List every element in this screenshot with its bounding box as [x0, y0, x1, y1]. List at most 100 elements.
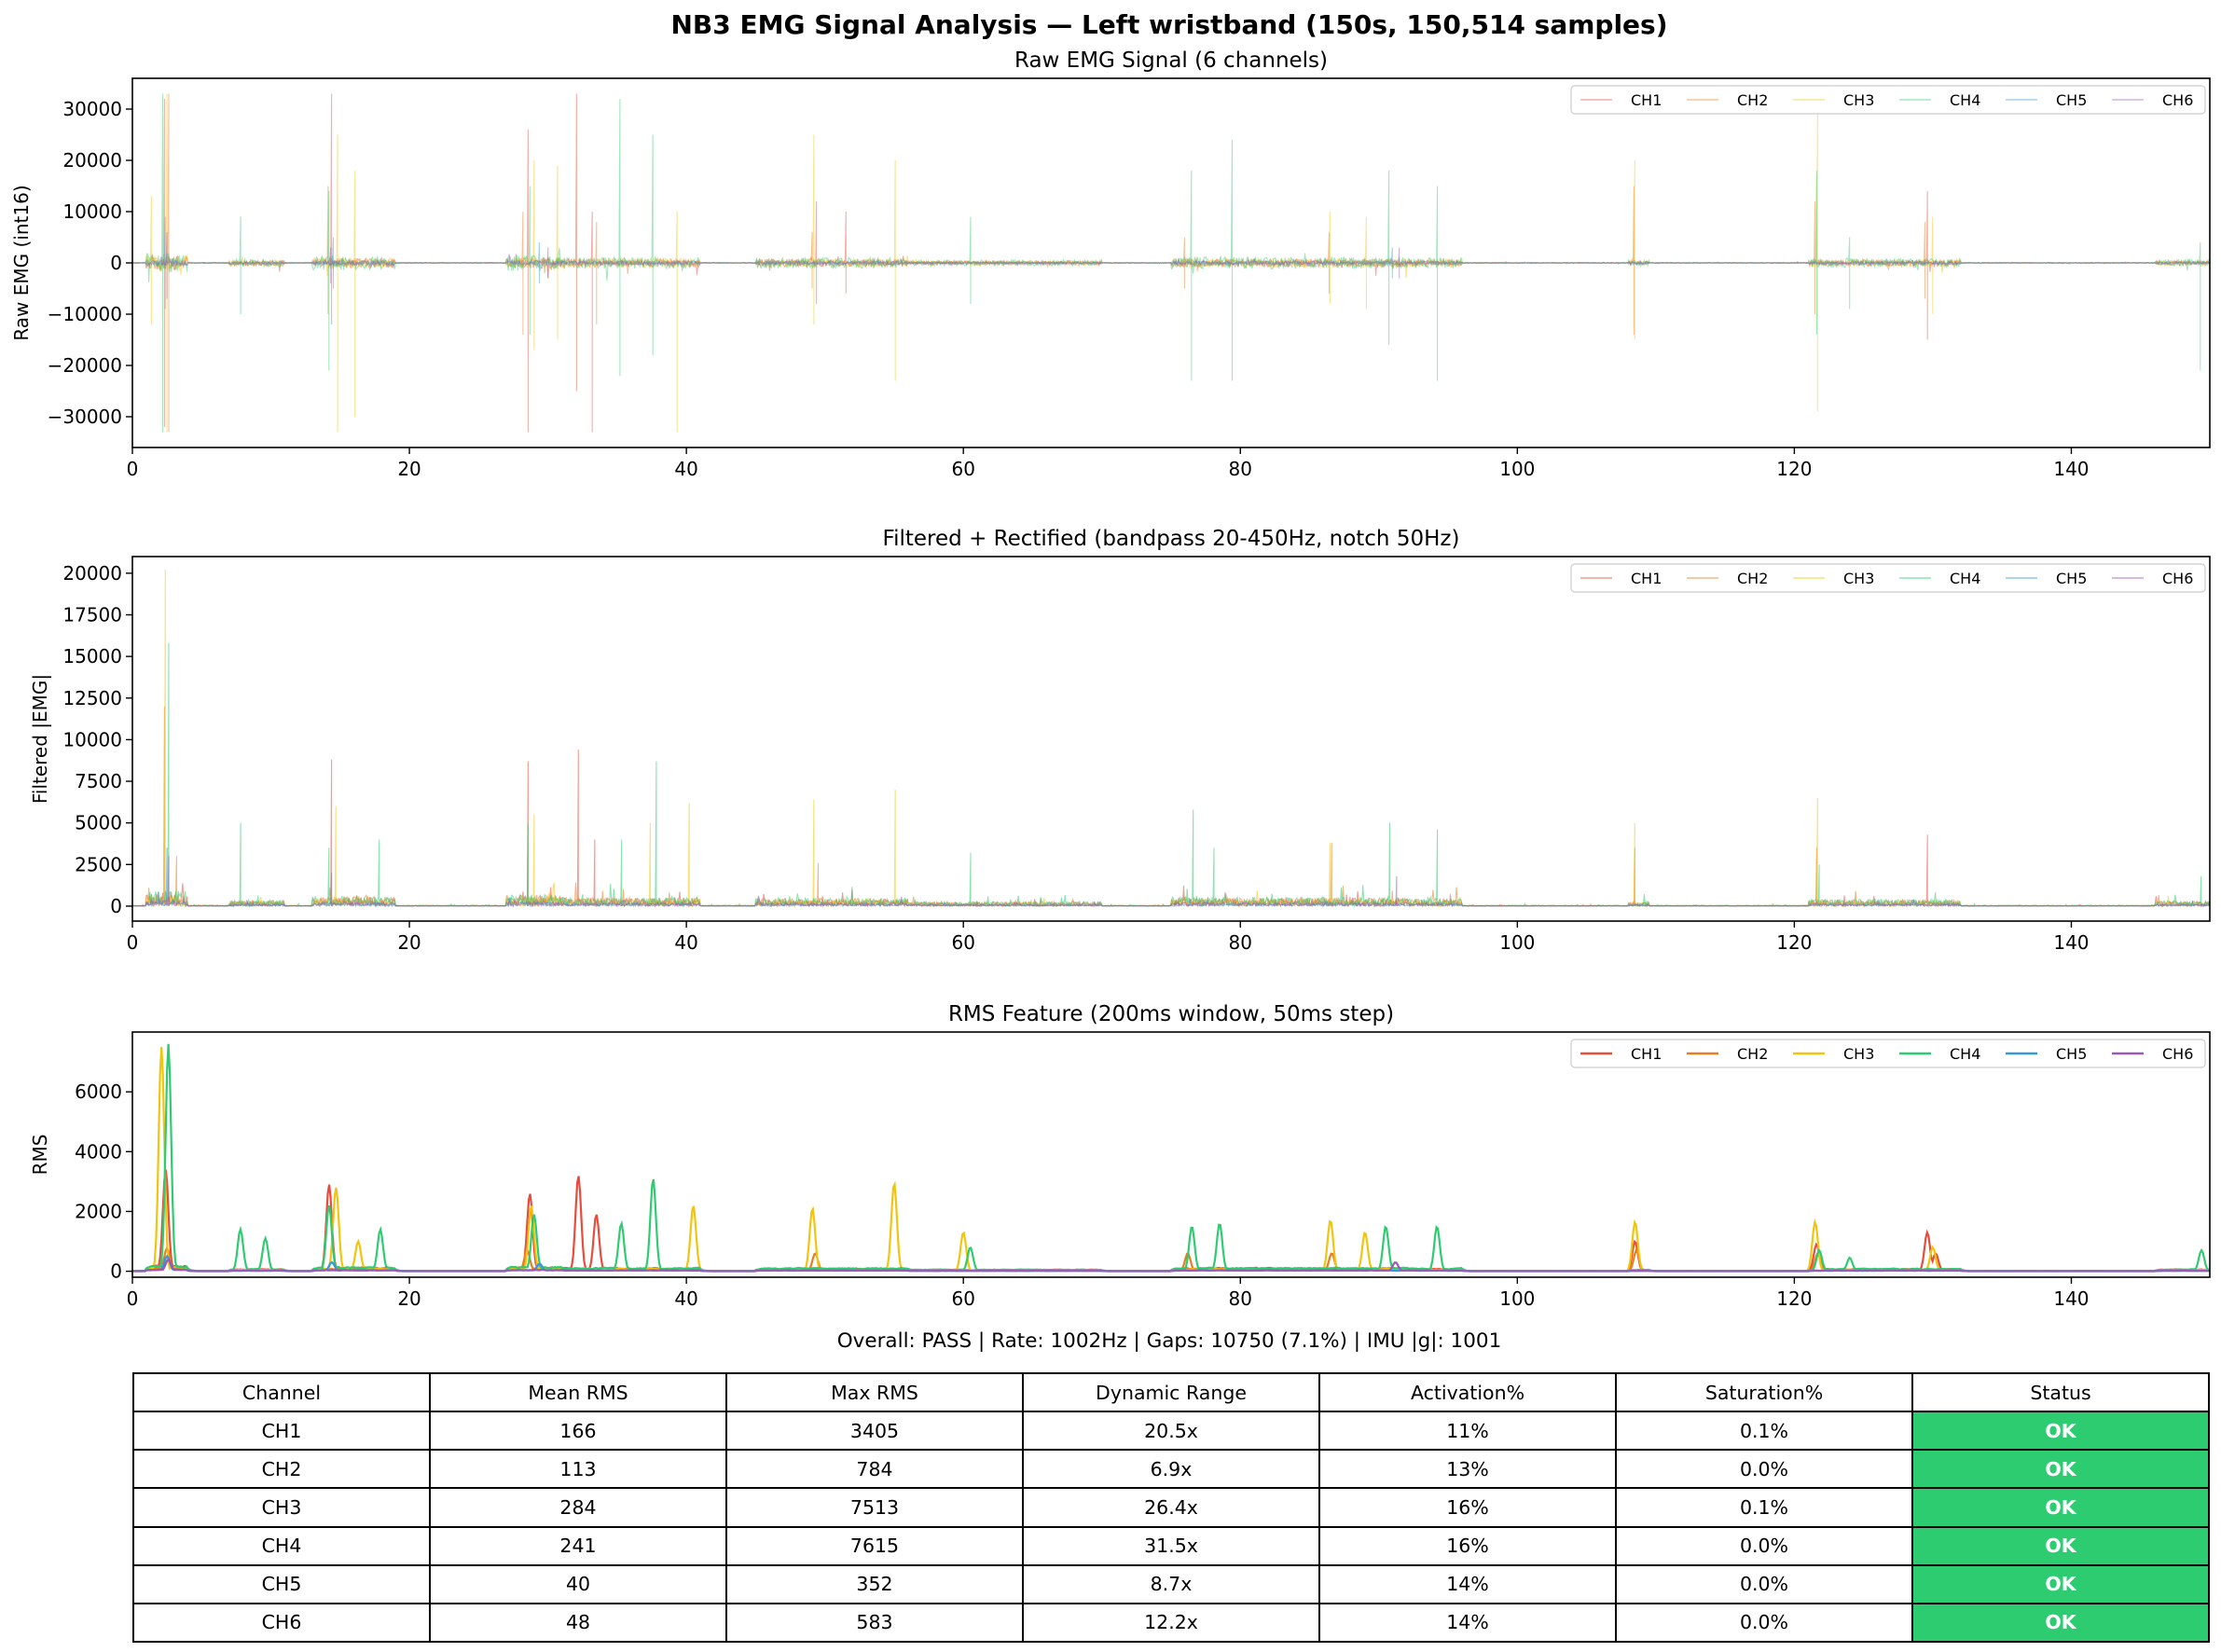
legend-label-ch3: CH3	[1843, 1045, 1874, 1063]
table-cell: CH3	[132, 1487, 431, 1528]
legend-label-ch5: CH5	[2056, 91, 2087, 109]
legend-label-ch4: CH4	[1950, 1045, 1980, 1063]
channel-summary-table: Channel Mean RMS Max RMS Dynamic Range Activ…	[132, 1371, 2210, 1644]
series-line-ch2	[132, 93, 2210, 433]
y-tick-label: 6000	[75, 1081, 122, 1103]
series-line-ch6	[132, 856, 2210, 909]
plot-area	[132, 570, 2210, 909]
x-tick-label: 80	[1229, 1287, 1252, 1310]
y-tick-label: 2000	[75, 1200, 122, 1222]
x-tick-label: 60	[951, 458, 974, 480]
table-cell: 0.1%	[1615, 1411, 1913, 1452]
series-line-ch4	[132, 1043, 2210, 1273]
y-axis-label: Raw EMG (int16)	[10, 185, 33, 340]
y-tick-label: 17500	[62, 603, 122, 626]
series-line-ch1	[132, 93, 2210, 433]
legend: CH1 CH2 CH3 CH4 CH5 CH6	[1570, 563, 2206, 593]
panel-title: RMS Feature (200ms window, 50ms step)	[948, 1002, 1394, 1026]
x-tick-label: 140	[2053, 931, 2089, 954]
table-cell: 0.0%	[1615, 1563, 1913, 1604]
table-column-header: Channel	[132, 1371, 431, 1413]
legend-label-ch5: CH5	[2056, 1045, 2087, 1063]
y-tick-label: 20000	[62, 149, 122, 172]
y-tick-label: −20000	[48, 354, 122, 377]
table-cell: 48	[429, 1602, 727, 1644]
series-line-ch2	[132, 706, 2210, 908]
table-cell: 14%	[1318, 1563, 1617, 1604]
table-cell: 3405	[725, 1411, 1024, 1452]
y-tick-label: 5000	[75, 812, 122, 834]
table-cell: 16%	[1318, 1487, 1617, 1528]
status-badge: OK	[1911, 1563, 2210, 1604]
table-row: CH4 241 7615 31.5x 16% 0.0% OK	[132, 1525, 2210, 1566]
table-column-header: Status	[1911, 1371, 2210, 1413]
legend-label-ch1: CH1	[1631, 91, 1662, 109]
table-cell: 6.9x	[1022, 1449, 1320, 1490]
y-axis-label: Filtered |EMG|	[29, 674, 51, 804]
series-line-ch6	[132, 231, 2210, 299]
x-tick-label: 140	[2053, 458, 2089, 480]
axes-frame	[131, 556, 2211, 922]
legend-label-ch5: CH5	[2056, 570, 2087, 587]
status-badge: OK	[1911, 1449, 2210, 1490]
table-column-header: Dynamic Range	[1022, 1371, 1320, 1413]
y-tick-label: −10000	[48, 303, 122, 325]
table-cell: 20.5x	[1022, 1411, 1320, 1452]
status-badge: OK	[1911, 1602, 2210, 1644]
x-tick-label: 0	[127, 1287, 139, 1310]
legend-label-ch1: CH1	[1631, 570, 1662, 587]
table-cell: 0.0%	[1615, 1449, 1913, 1490]
table-column-header: Max RMS	[725, 1371, 1024, 1413]
plot-area	[132, 1043, 2210, 1273]
summary-line: Overall: PASS | Rate: 1002Hz | Gaps: 107…	[837, 1329, 1502, 1353]
table-row: CH2 113 784 6.9x 13% 0.0% OK	[132, 1449, 2210, 1490]
legend-label-ch1: CH1	[1631, 1045, 1662, 1063]
x-tick-label: 60	[951, 931, 974, 954]
legend-box	[1570, 1039, 2206, 1068]
status-badge: OK	[1911, 1411, 2210, 1452]
table-cell: 241	[429, 1525, 727, 1566]
table-cell: 352	[725, 1563, 1024, 1604]
series-line-ch3	[132, 1046, 2210, 1273]
x-tick-label: 60	[951, 1287, 974, 1310]
series-line-ch4	[132, 93, 2210, 433]
series-line-ch2	[132, 1246, 2210, 1273]
legend-label-ch2: CH2	[1737, 570, 1768, 587]
x-tick-label: 100	[1499, 1287, 1535, 1310]
x-tick-label: 80	[1229, 931, 1252, 954]
chart-panel-3: RMS Feature (200ms window, 50ms step) 0 20…	[29, 1002, 2211, 1310]
y-tick-label: 0	[110, 895, 122, 917]
table-cell: CH5	[132, 1563, 431, 1604]
series-line-ch3	[132, 93, 2210, 433]
x-tick-label: 40	[674, 931, 697, 954]
series-line-ch1	[132, 750, 2210, 908]
x-tick-label: 0	[127, 458, 139, 480]
series-line-ch1	[132, 1169, 2210, 1273]
table-column-header: Activation%	[1318, 1371, 1617, 1413]
axes-frame	[131, 1031, 2211, 1278]
status-badge: OK	[1911, 1487, 2210, 1528]
x-tick-label: 20	[397, 931, 421, 954]
table-cell: 31.5x	[1022, 1525, 1320, 1566]
x-tick-label: 140	[2053, 1287, 2089, 1310]
table-cell: 8.7x	[1022, 1563, 1320, 1604]
table-row: CH3 284 7513 26.4x 16% 0.1% OK	[132, 1487, 2210, 1528]
legend-label-ch4: CH4	[1950, 91, 1980, 109]
series-line-ch4	[132, 642, 2210, 909]
table-cell: CH2	[132, 1449, 431, 1490]
x-tick-label: 120	[1776, 458, 1812, 480]
x-tick-label: 80	[1229, 458, 1252, 480]
y-tick-label: −30000	[48, 406, 122, 428]
status-badge: OK	[1911, 1525, 2210, 1566]
legend-label-ch6: CH6	[2162, 1045, 2193, 1063]
table-cell: 16%	[1318, 1525, 1617, 1566]
plot-area	[132, 93, 2210, 433]
series-line-ch6	[132, 1258, 2210, 1273]
series-line-ch5	[132, 216, 2210, 310]
legend-box	[1570, 85, 2206, 115]
table-cell: 784	[725, 1449, 1024, 1490]
table-row: CH5 40 352 8.7x 14% 0.0% OK	[132, 1563, 2210, 1604]
panel-title: Raw EMG Signal (6 channels)	[1014, 48, 1328, 73]
table-cell: 583	[725, 1602, 1024, 1644]
x-tick-label: 100	[1499, 458, 1535, 480]
